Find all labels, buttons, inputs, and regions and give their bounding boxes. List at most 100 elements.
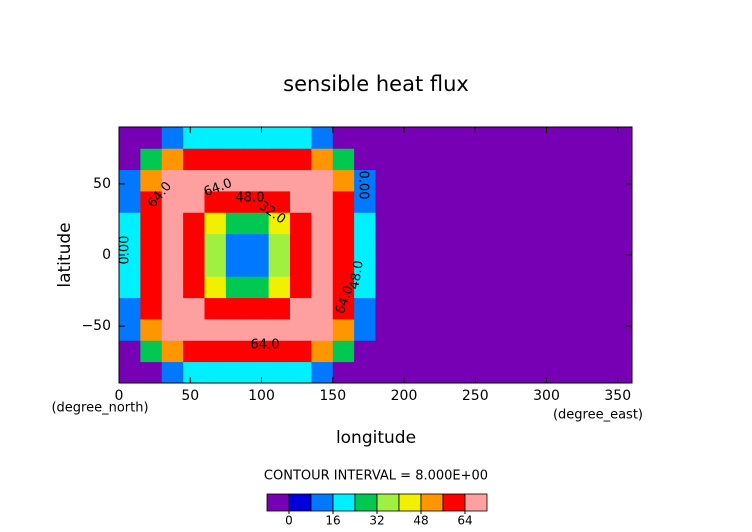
contour-cell [183, 361, 205, 383]
contour-cell [567, 276, 590, 299]
contour-cell [589, 297, 612, 320]
contour-cell [525, 276, 547, 299]
contour-cell [268, 319, 291, 341]
contour-cell [311, 169, 334, 192]
contour-cell [332, 233, 355, 256]
contour-cell [332, 319, 355, 341]
contour-cell [439, 276, 462, 299]
contour-cell [375, 255, 398, 277]
contour-cell [396, 276, 419, 299]
contour-cell [247, 148, 270, 171]
contour-cell [461, 148, 483, 171]
contour-cell [546, 340, 569, 363]
contour-cell [546, 148, 569, 171]
x-tick-label: 150 [319, 388, 346, 404]
contour-cell [482, 127, 505, 149]
contour-cell [503, 233, 526, 256]
contour-cell [525, 255, 547, 277]
contour-cell [268, 127, 291, 149]
contour-cell [311, 340, 334, 363]
contour-cell [119, 297, 141, 320]
contour-cell [183, 169, 205, 192]
contour-cell [247, 255, 270, 277]
contour-cell [589, 255, 612, 277]
contour-cell [610, 127, 632, 149]
contour-cell [396, 148, 419, 171]
contour-cell [396, 297, 419, 320]
contour-cell [204, 191, 227, 213]
contour-cell [290, 297, 312, 320]
contour-cell [525, 191, 547, 213]
contour-cell [119, 319, 141, 341]
contour-cell [375, 340, 398, 363]
contour-cell [396, 340, 419, 363]
contour-cell [375, 191, 398, 213]
contour-cell [225, 255, 248, 277]
contour-label: 0.00 [356, 171, 371, 200]
contour-cell [482, 212, 505, 235]
x-axis-label: longitude [336, 428, 416, 448]
contour-cell [503, 148, 526, 171]
contour-cell [183, 255, 205, 277]
contour-cell [247, 340, 270, 363]
contour-cell [119, 255, 141, 277]
y-tick-label: 50 [93, 176, 111, 192]
contour-cell [589, 148, 612, 171]
contour-cell [140, 191, 163, 213]
contour-cell [482, 340, 505, 363]
contour-cell [546, 212, 569, 235]
contour-cell [589, 127, 612, 149]
contour-cell [290, 169, 312, 192]
contour-cell [290, 276, 312, 299]
contour-cell [311, 191, 334, 213]
colorbar-box [266, 493, 290, 512]
chart-title: sensible heat flux [283, 72, 469, 96]
contour-cell [396, 191, 419, 213]
contour-cell [461, 297, 483, 320]
contour-cell [418, 361, 441, 383]
contour-cell [119, 276, 141, 299]
y-axis-label: latitude [55, 222, 75, 287]
contour-cell [247, 127, 270, 149]
colorbar-box [442, 493, 466, 512]
contour-cell [311, 212, 334, 235]
contour-cell [268, 276, 291, 299]
contour-cell [161, 297, 184, 320]
contour-cell [418, 148, 441, 171]
contour-cell [183, 148, 205, 171]
contour-cell [161, 255, 184, 277]
contour-cell [225, 169, 248, 192]
contour-cell [247, 361, 270, 383]
contour-cell [140, 233, 163, 256]
contour-cell [311, 361, 334, 383]
contour-cell [290, 127, 312, 149]
contour-cell [418, 255, 441, 277]
contour-cell [418, 340, 441, 363]
contour-cell [418, 276, 441, 299]
contour-cell [183, 297, 205, 320]
plot-area [119, 127, 632, 383]
contour-cell [183, 276, 205, 299]
contour-cell [525, 340, 547, 363]
contour-cell [439, 148, 462, 171]
contour-cell [332, 297, 355, 320]
contour-cell [439, 361, 462, 383]
contour-cell [525, 127, 547, 149]
contour-cell [140, 127, 163, 149]
contour-cell [439, 255, 462, 277]
contour-cell [290, 340, 312, 363]
contour-cell [225, 127, 248, 149]
contour-cell [332, 340, 355, 363]
contour-cell [418, 319, 441, 341]
contour-cell [354, 169, 376, 192]
contour-cell [290, 191, 312, 213]
contour-cell [439, 297, 462, 320]
contour-cell [140, 212, 163, 235]
contour-cell [546, 191, 569, 213]
contour-cell [525, 361, 547, 383]
contour-cell [439, 212, 462, 235]
contour-cell [610, 319, 632, 341]
contour-cell [332, 148, 355, 171]
contour-cell [247, 169, 270, 192]
